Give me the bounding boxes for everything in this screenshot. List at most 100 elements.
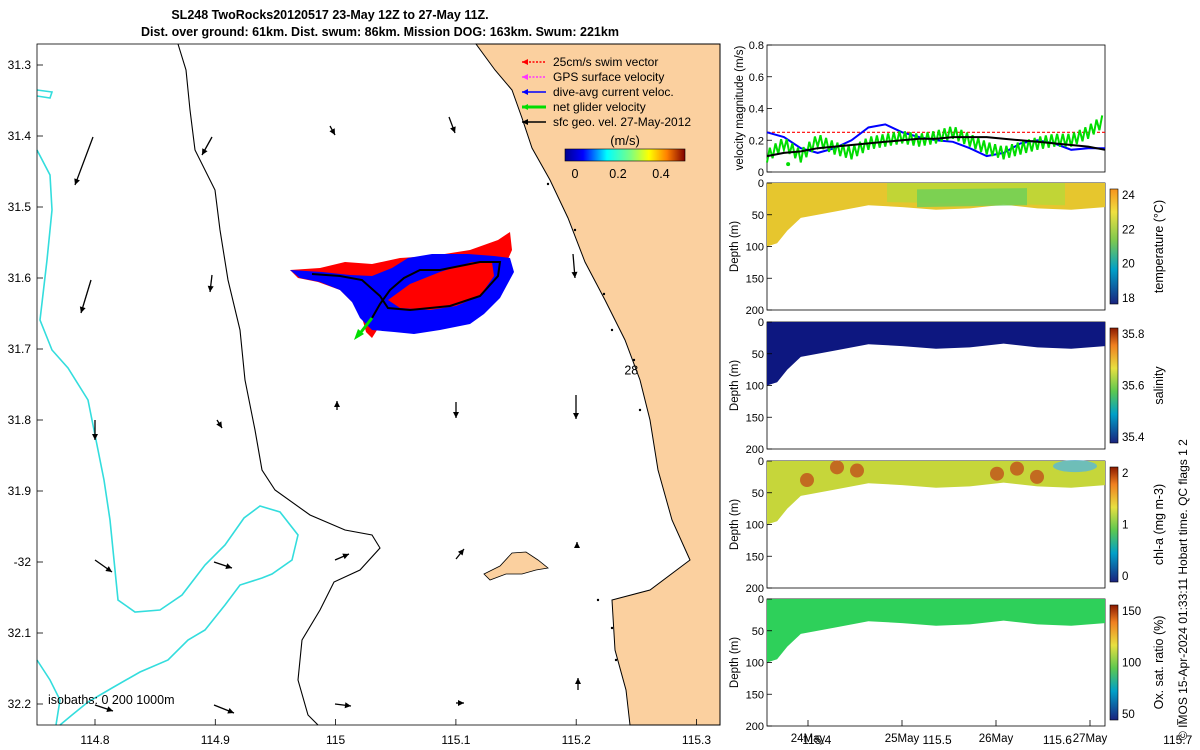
depth-tick-label: 0	[758, 317, 764, 329]
geo-velocity-arrows	[74, 116, 581, 714]
date-axis: 24May 25May 26May 27May	[791, 720, 1108, 745]
depth-tick-label: 200	[746, 305, 764, 317]
velocity-y-tick-label: 0.4	[749, 104, 764, 116]
depth-tick-label: 100	[746, 658, 764, 670]
map-y-tick-label: -32	[14, 555, 32, 569]
profile-data-area	[767, 461, 1105, 525]
map-x-tick-label: 115.5	[923, 733, 952, 747]
velocity-y-tick-label: 0.8	[749, 40, 764, 52]
depth-tick-label: 150	[746, 273, 764, 285]
map-y-tick-label: 31.6	[8, 271, 32, 285]
profile-colorbar	[1109, 188, 1119, 305]
legend-label: GPS surface velocity	[553, 70, 664, 84]
geo-velocity-arrow	[453, 402, 459, 418]
figure-title-line1: SL248 TwoRocks20120517 23-May 12Z to 27-…	[171, 8, 489, 22]
profile-panel-2: 0 50 100 150 200 Depth (m) 35.8 35.6 35.4 salinit…	[729, 317, 1166, 456]
velocity-series-sfc-geo-vel-	[766, 136, 1106, 158]
geo-velocity-arrow	[79, 279, 92, 314]
velocity-panel: 0 0.2 0.4 0.6 0.8 velocity magnitude (m/s)	[734, 40, 1106, 179]
profile-feature	[1030, 469, 1044, 484]
profile-colorbar	[1109, 327, 1119, 444]
map-y-tick-label: 31.4	[8, 129, 32, 143]
map-y-tick-label: 32.1	[8, 626, 32, 640]
geo-velocity-arrow	[74, 136, 94, 186]
map-x-tick-label: 115.6	[1043, 733, 1072, 747]
profile-panel-3: 0 50 100 150 200 Depth (m) 2 1 0 chl-a (mg m-3)	[729, 456, 1166, 595]
depth-tick-label: 100	[746, 242, 764, 254]
profile-feature	[800, 473, 814, 488]
legend-label: dive-avg current veloc.	[553, 85, 674, 99]
map-y-tick-label: 31.5	[8, 200, 32, 214]
colorbar-tick-label: 0	[1122, 571, 1128, 583]
colorbar-title: (m/s)	[610, 133, 640, 148]
map-y-tick-label: 31.3	[8, 58, 32, 72]
map-y-axis: 31.3 31.4 31.5 31.6 31.7 31.8 31.9 -32 32.1 32.2	[8, 58, 43, 711]
legend-arrowhead	[522, 119, 528, 125]
profile-colorbar	[1109, 466, 1119, 583]
map-x-tick-label: 115.3	[682, 733, 711, 747]
geo-velocity-arrow	[213, 704, 235, 714]
depth-tick-label: 150	[746, 689, 764, 701]
glider-path-line	[311, 261, 502, 319]
credit-text: © IMOS 15-Apr-2024 01:33:11 Hobart time.…	[1176, 439, 1190, 740]
depth-axis-label: Depth (m)	[729, 637, 741, 688]
map-frame	[36, 43, 721, 726]
geo-velocity-arrow	[571, 253, 578, 279]
legend-label: net glider velocity	[553, 100, 646, 114]
geo-velocity-arrow	[575, 678, 581, 690]
geo-velocity-arrow	[94, 704, 114, 712]
geo-velocity-arrow	[574, 542, 580, 548]
velocity-y-tick-label: 0.2	[749, 135, 764, 147]
figure-title-line2: Dist. over ground: 61km. Dist. swum: 86k…	[141, 25, 619, 39]
date-tick-label: 24May	[791, 733, 826, 745]
coastal-rocks	[546, 182, 642, 662]
colorbar-label: temperature (°C)	[1152, 200, 1166, 293]
profile-data-area	[767, 599, 1105, 663]
isobath-200m	[177, 43, 381, 726]
legend-label: 25cm/s swim vector	[553, 55, 658, 69]
colorbar-tick-label: 0.4	[652, 167, 669, 181]
geo-velocity-arrow	[334, 401, 340, 410]
depth-tick-label: 200	[746, 444, 764, 456]
legend-arrowhead	[522, 59, 528, 65]
profile-feature	[850, 463, 864, 478]
depth-tick-label: 150	[746, 551, 764, 563]
profile-colorbar	[1109, 604, 1119, 721]
colorbar-tick-label: 2	[1122, 468, 1128, 480]
colorbar-tick-label: 20	[1122, 259, 1135, 271]
depth-tick-label: 0	[758, 456, 764, 468]
geo-velocity-arrow	[334, 553, 350, 561]
depth-axis-label: Depth (m)	[729, 221, 741, 272]
map-x-axis: 114.8 114.9 115 115.1 115.2 115.3 115.4 115.5 11…	[80, 719, 1193, 747]
depth-tick-label: 200	[746, 583, 764, 595]
profile-feature	[1010, 461, 1024, 476]
net-glider-arrowhead	[354, 329, 364, 340]
geo-velocity-arrow	[201, 136, 213, 156]
legend-arrowhead	[522, 89, 528, 95]
speed-colorbar: (m/s) 0 0.2 0.4	[564, 133, 686, 181]
colorbar-label: chl-a (mg m-3)	[1152, 484, 1166, 565]
map-x-tick-label: 114.8	[80, 733, 109, 747]
colorbar-tick-label: 22	[1122, 224, 1135, 236]
geo-velocity-arrow	[213, 561, 233, 569]
velocity-y-tick-label: 0.6	[749, 72, 764, 84]
land-mass	[475, 43, 721, 726]
map-x-tick-label: 115.4	[802, 733, 831, 747]
glider-track	[290, 232, 514, 340]
geo-velocity-arrow	[334, 702, 352, 709]
profile-data-area	[767, 322, 1105, 386]
velocity-ylabel: velocity magnitude (m/s)	[734, 46, 746, 171]
depth-tick-label: 100	[746, 381, 764, 393]
colorbar-tick-label: 150	[1122, 606, 1141, 618]
colorbar-label: salinity	[1152, 366, 1166, 405]
colorbar-tick-label: 35.8	[1122, 329, 1144, 341]
depth-tick-label: 50	[752, 349, 764, 361]
depth-tick-label: 0	[758, 594, 764, 606]
geo-velocity-arrow	[573, 395, 579, 419]
date-tick-label: 25May	[885, 733, 920, 745]
map-x-tick-label: 115.2	[562, 733, 591, 747]
colorbar-tick-label: 100	[1122, 658, 1141, 670]
colorbar-tick-label: 35.4	[1122, 432, 1145, 444]
